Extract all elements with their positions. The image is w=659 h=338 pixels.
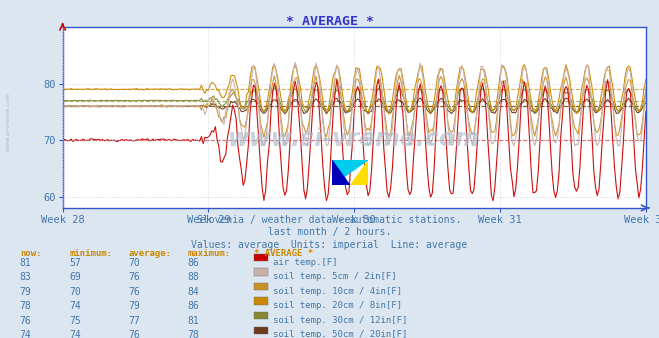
Text: last month / 2 hours.: last month / 2 hours. xyxy=(268,227,391,237)
Text: soil temp. 50cm / 20in[F]: soil temp. 50cm / 20in[F] xyxy=(273,330,408,338)
Text: maximum:: maximum: xyxy=(188,249,231,258)
Text: 79: 79 xyxy=(129,301,140,311)
Text: soil temp. 20cm / 8in[F]: soil temp. 20cm / 8in[F] xyxy=(273,301,403,310)
Text: 84: 84 xyxy=(188,287,200,297)
Text: 74: 74 xyxy=(20,330,32,338)
Text: now:: now: xyxy=(20,249,42,258)
Text: soil temp. 5cm / 2in[F]: soil temp. 5cm / 2in[F] xyxy=(273,272,397,281)
Text: 83: 83 xyxy=(20,272,32,282)
Text: 88: 88 xyxy=(188,272,200,282)
Text: 76: 76 xyxy=(20,316,32,326)
Text: 77: 77 xyxy=(129,316,140,326)
Text: www.si-vreme.com: www.si-vreme.com xyxy=(5,92,11,151)
Polygon shape xyxy=(350,160,368,185)
Text: Slovenia / weather data - automatic stations.: Slovenia / weather data - automatic stat… xyxy=(197,215,462,225)
Text: 69: 69 xyxy=(69,272,81,282)
Text: 81: 81 xyxy=(20,258,32,268)
Text: Values: average  Units: imperial  Line: average: Values: average Units: imperial Line: av… xyxy=(191,240,468,250)
Text: minimum:: minimum: xyxy=(69,249,112,258)
Text: * AVERAGE *: * AVERAGE * xyxy=(254,249,313,258)
Polygon shape xyxy=(331,160,350,185)
Text: 86: 86 xyxy=(188,258,200,268)
Text: 57: 57 xyxy=(69,258,81,268)
Text: * AVERAGE *: * AVERAGE * xyxy=(285,15,374,28)
Text: 76: 76 xyxy=(129,272,140,282)
Text: 70: 70 xyxy=(69,287,81,297)
Text: air temp.[F]: air temp.[F] xyxy=(273,258,338,267)
Text: average:: average: xyxy=(129,249,171,258)
Text: 76: 76 xyxy=(129,330,140,338)
Polygon shape xyxy=(331,160,368,185)
Text: soil temp. 30cm / 12in[F]: soil temp. 30cm / 12in[F] xyxy=(273,316,408,325)
Text: 74: 74 xyxy=(69,301,81,311)
Text: 81: 81 xyxy=(188,316,200,326)
Text: 86: 86 xyxy=(188,301,200,311)
Text: 70: 70 xyxy=(129,258,140,268)
Text: www.si-vreme.com: www.si-vreme.com xyxy=(228,127,480,151)
Text: 79: 79 xyxy=(20,287,32,297)
Text: 74: 74 xyxy=(69,330,81,338)
Text: 78: 78 xyxy=(20,301,32,311)
Text: 78: 78 xyxy=(188,330,200,338)
Text: soil temp. 10cm / 4in[F]: soil temp. 10cm / 4in[F] xyxy=(273,287,403,296)
Text: 76: 76 xyxy=(129,287,140,297)
Text: 75: 75 xyxy=(69,316,81,326)
